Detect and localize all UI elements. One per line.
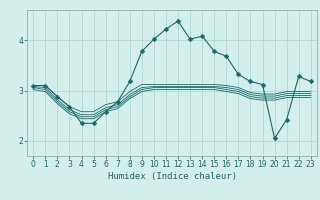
X-axis label: Humidex (Indice chaleur): Humidex (Indice chaleur) bbox=[108, 172, 236, 181]
